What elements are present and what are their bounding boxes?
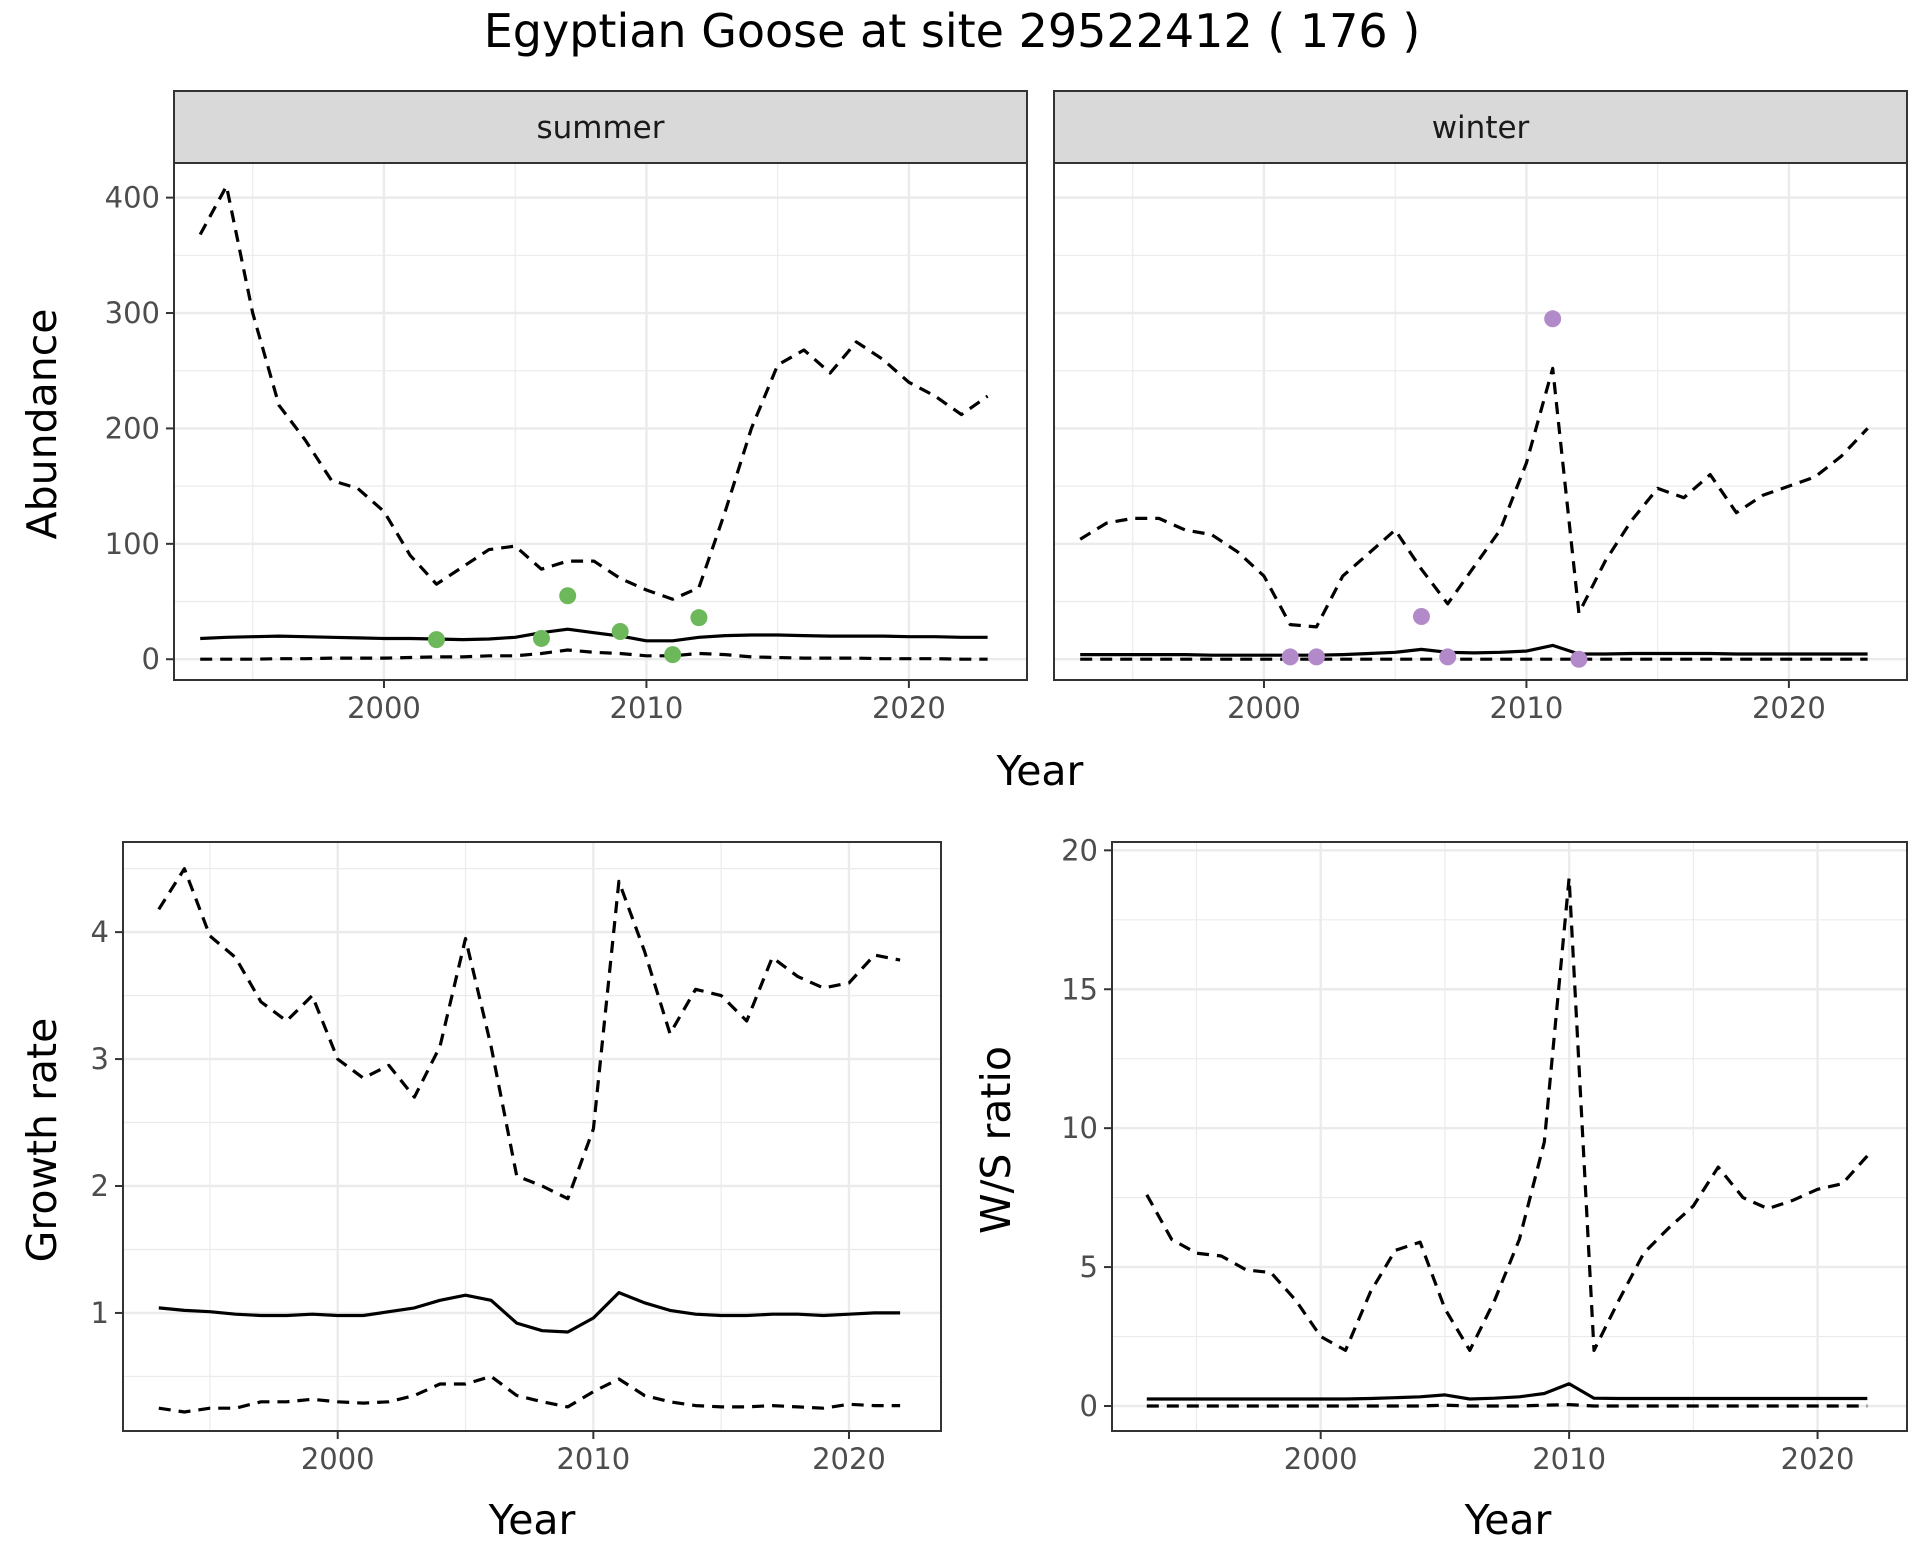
x-tick-label: 2010 [1490,691,1564,725]
abundance-x-axis-title: Year [996,747,1084,795]
summer-strip-label: summer [536,110,664,146]
ws-y-axis-title: W/S ratio [972,1046,1020,1234]
summer-observed-point [427,631,445,649]
x-tick-label: 2020 [1781,1442,1855,1476]
summer-series [198,184,989,664]
growth-gridlines [123,842,941,1431]
growth-y-axis-title: Growth rate [18,1018,66,1263]
growth-panel: 2000 2010 2020 1 2 3 4 [91,841,942,1476]
summer-panel-background [174,163,1027,680]
winter-strip-background [1053,90,1908,164]
ws-ratio-panel-background [1112,842,1907,1431]
winter-panel: 2000 2010 2020 winter [1053,90,1908,725]
y-tick-label: 300 [105,296,160,330]
winter-observed-point [1307,648,1325,666]
winter-observed-point [1281,648,1299,666]
growth-upper-line [157,867,901,1201]
summer-panel: 2000 2010 2020 0 100 200 300 400 summer [105,90,1028,725]
growth-mean-line [158,1290,901,1334]
growth-lower-line [158,1374,901,1414]
x-tick-label: 2000 [301,1442,375,1476]
summer-mean-line [200,627,988,643]
winter-series [1079,310,1869,668]
summer-observed-point [611,623,629,641]
y-tick-label: 400 [105,181,160,215]
winter-observed-point [1412,608,1430,626]
winter-mean-line [1080,643,1868,657]
abundance-y-axis-title: Abundance [18,309,66,540]
y-tick-label: 0 [142,642,160,676]
x-tick-label: 2010 [556,1442,630,1476]
y-tick-label: 15 [1061,972,1098,1006]
winter-strip-label: winter [1432,110,1530,146]
winter-panel-background [1054,163,1907,680]
x-tick-label: 2000 [1284,1442,1358,1476]
abundance-plot: Abundance Year 2000 2010 2020 0 100 200 300 400… [18,90,1908,795]
y-tick-label: 5 [1080,1250,1098,1284]
y-tick-label: 10 [1061,1111,1098,1145]
winter-observed-point [1439,648,1457,666]
growth-panel-background [123,842,941,1431]
growth-series [157,867,901,1414]
winter-observed-point [1544,310,1562,328]
y-tick-label: 1 [91,1296,109,1330]
winter-observed-point [1570,650,1588,668]
ws-ratio-panel-border [1111,841,1908,1432]
y-tick-label: 2 [91,1169,109,1203]
y-tick-label: 3 [91,1042,109,1076]
ws-x-axis-title: Year [1464,1496,1552,1544]
growth-rate-plot: Growth rate Year 2000 2010 2020 1 2 3 4 [18,841,942,1544]
ws-ratio-mean-line [1146,1382,1868,1401]
y-tick-label: 200 [105,411,160,445]
y-tick-label: 0 [1080,1389,1098,1423]
chart-title: Egyptian Goose at site 29522412 ( 176 ) [484,4,1421,58]
ws-ratio-plot: W/S ratio Year 2000 2010 2020 0 5 10 15 20 [972,833,1908,1544]
x-tick-label: 2000 [347,691,421,725]
x-tick-label: 2010 [1532,1442,1606,1476]
summer-strip-background [173,90,1028,164]
y-tick-label: 4 [91,915,109,949]
growth-panel-border [122,841,942,1432]
x-tick-label: 2010 [610,691,684,725]
ws-ratio-lower-line [1146,1402,1868,1408]
x-tick-label: 2020 [872,691,946,725]
ws-ratio-panel: 2000 2010 2020 0 5 10 15 20 [1061,833,1908,1476]
summer-observed-point [664,646,682,664]
winter-facet-strip: winter [1053,90,1908,164]
winter-upper-line [1079,366,1869,629]
summer-facet-strip: summer [173,90,1028,164]
y-tick-label: 20 [1061,833,1098,867]
x-tick-label: 2000 [1227,691,1301,725]
summer-observed-point [559,587,577,605]
summer-observed-point [532,629,550,647]
summer-lower-line [200,648,988,661]
x-tick-label: 2020 [812,1442,886,1476]
summer-upper-line [198,184,989,601]
y-tick-label: 100 [105,527,160,561]
summer-observed-point [690,609,708,627]
ws-ratio-series [1145,876,1869,1408]
x-tick-label: 2020 [1752,691,1826,725]
growth-x-axis-title: Year [488,1496,576,1544]
